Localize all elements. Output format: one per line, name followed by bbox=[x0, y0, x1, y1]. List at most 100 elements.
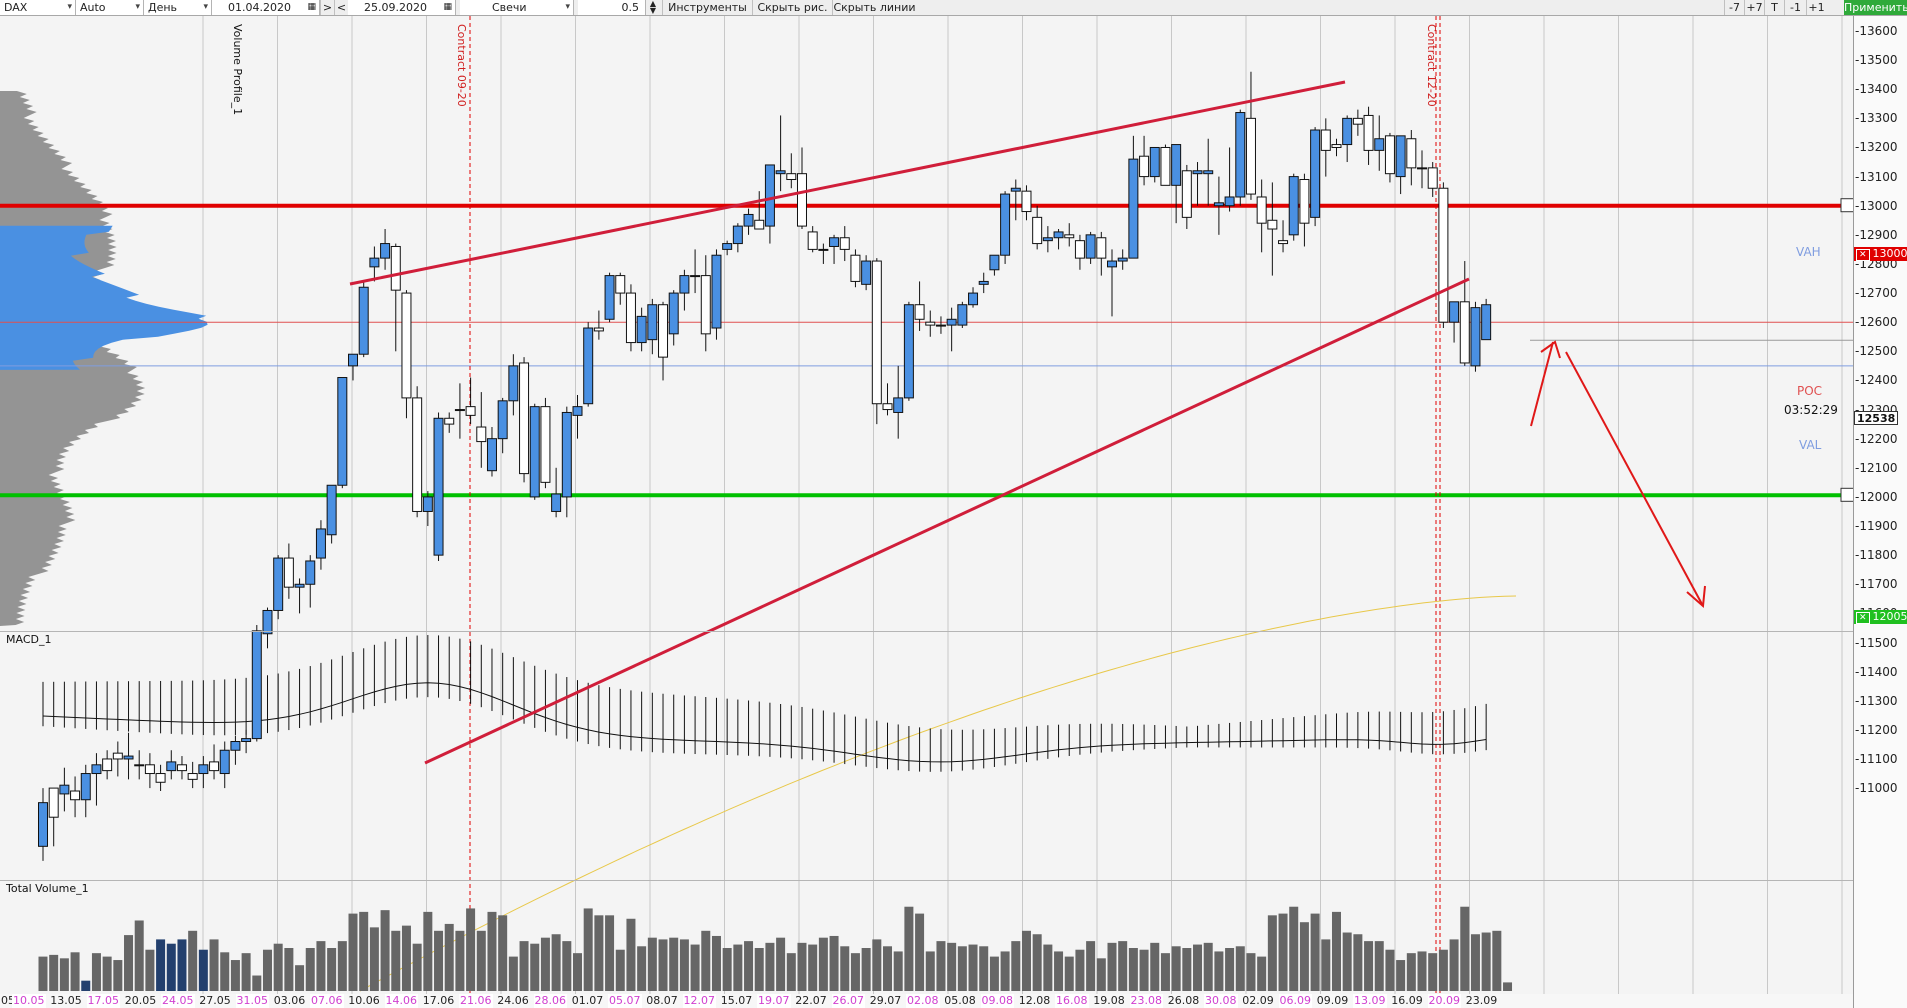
date-tick: 13.05 bbox=[50, 994, 82, 1007]
tools-button[interactable]: Инструменты bbox=[662, 0, 752, 15]
date-tick: 05 bbox=[1, 994, 15, 1007]
volume-bar bbox=[498, 915, 508, 991]
candle-bear bbox=[1064, 234, 1075, 239]
price-tick: -13500 bbox=[1855, 53, 1898, 68]
volume-bar bbox=[1331, 911, 1341, 991]
candle-bull bbox=[123, 755, 134, 760]
calendar-icon[interactable]: ▦ bbox=[307, 2, 316, 12]
candle-bull bbox=[369, 257, 380, 268]
price-tick: -11900 bbox=[1855, 519, 1898, 534]
close-line-icon[interactable]: ✕ bbox=[1856, 249, 1870, 261]
symbol-select[interactable]: DAX bbox=[0, 0, 76, 15]
volume-bar bbox=[434, 930, 444, 991]
candle-bull bbox=[1374, 138, 1385, 151]
price-tick: -12000 bbox=[1855, 489, 1898, 504]
prev-button[interactable]: < bbox=[334, 0, 348, 15]
date-axis[interactable]: 05 10.05 13.05 17.05 20.05 24.05 27.05 31.05 03.… bbox=[0, 994, 1853, 1008]
date-tick: 26.07 bbox=[831, 994, 865, 1008]
candle-bear bbox=[1160, 146, 1171, 186]
today-button[interactable]: T bbox=[1764, 0, 1784, 15]
volume-bar bbox=[337, 941, 347, 991]
candle-bull bbox=[946, 318, 957, 326]
candle-bear bbox=[1352, 117, 1363, 125]
volume-bar bbox=[1438, 949, 1448, 991]
price-tick: -13200 bbox=[1855, 140, 1898, 155]
date-to-field[interactable]: 25.09.2020 ▦ bbox=[348, 0, 456, 15]
volume-bar bbox=[1139, 949, 1149, 991]
volume-bar bbox=[925, 951, 935, 991]
macd-separator[interactable] bbox=[0, 631, 1853, 632]
candle-bull bbox=[59, 784, 70, 795]
date-tick: 20.05 bbox=[124, 994, 157, 1007]
date-tick: 28.06 bbox=[533, 994, 567, 1008]
candle-bull bbox=[647, 304, 658, 341]
drawings[interactable] bbox=[349, 80, 1706, 765]
price-axis[interactable] bbox=[1853, 16, 1907, 1008]
resistance-price-label[interactable]: ✕ 13000 bbox=[1854, 247, 1907, 261]
volume-bar bbox=[188, 930, 198, 991]
candle-bull bbox=[251, 630, 262, 740]
candle-bear bbox=[807, 231, 818, 250]
candle-bull bbox=[1010, 187, 1021, 192]
volume-bar bbox=[1342, 932, 1352, 991]
zoom-plus1-button[interactable]: +1 bbox=[1806, 0, 1826, 15]
close-line-icon[interactable]: ✕ bbox=[1856, 612, 1870, 624]
volume-bar bbox=[1310, 913, 1320, 991]
contract-1220-label: Contract 12-20 bbox=[1425, 24, 1438, 107]
candle-bull bbox=[230, 741, 241, 751]
candle-bull bbox=[348, 353, 359, 367]
next-button[interactable]: > bbox=[320, 0, 334, 15]
volume-separator[interactable] bbox=[0, 880, 1853, 881]
candle-bull bbox=[818, 248, 829, 251]
symbol-value: DAX bbox=[4, 1, 28, 14]
volume-bar bbox=[1214, 951, 1224, 991]
period-select[interactable]: День bbox=[144, 0, 212, 15]
date-tick: 30.08 bbox=[1204, 994, 1238, 1008]
date-from-field[interactable]: 01.04.2020 ▦ bbox=[212, 0, 320, 15]
hide-drawings-button[interactable]: Скрыть рис. bbox=[752, 0, 832, 15]
volume-bar bbox=[1118, 941, 1128, 991]
candle-bull bbox=[1288, 176, 1299, 236]
candle-bear bbox=[155, 773, 166, 783]
apply-button[interactable]: Применить bbox=[1844, 0, 1907, 15]
step-spinner[interactable]: ▲ ▼ bbox=[646, 0, 660, 15]
spin-up-icon[interactable]: ▲ bbox=[649, 0, 657, 8]
volume-bar bbox=[1096, 958, 1106, 991]
candle-bull bbox=[679, 275, 690, 294]
date-tick: 08.07 bbox=[646, 994, 678, 1007]
candle-bear bbox=[48, 787, 59, 818]
volume-bar bbox=[1182, 948, 1192, 991]
volume-bar bbox=[850, 953, 860, 991]
calendar-icon[interactable]: ▦ bbox=[443, 2, 452, 12]
volume-bar bbox=[380, 910, 390, 991]
support-price-label[interactable]: ✕12005.5 bbox=[1854, 610, 1907, 624]
step-input[interactable]: 0.5 bbox=[578, 0, 646, 15]
scale-select[interactable]: Auto bbox=[76, 0, 144, 15]
volume-bar bbox=[754, 948, 764, 991]
candle-bull bbox=[722, 243, 733, 250]
candle-bull bbox=[241, 738, 252, 743]
candle-bull bbox=[1192, 170, 1203, 175]
price-tick: -13600 bbox=[1855, 24, 1898, 38]
zoom-plus7-button[interactable]: +7 bbox=[1744, 0, 1764, 15]
candle-bull bbox=[743, 213, 754, 227]
zoom-minus1-button[interactable]: -1 bbox=[1784, 0, 1806, 15]
candle-bull bbox=[380, 243, 391, 259]
zoom-minus7-button[interactable]: -7 bbox=[1724, 0, 1744, 15]
volume-bar bbox=[1385, 949, 1395, 991]
volume-bar bbox=[786, 953, 796, 991]
total-volume-label: Total Volume_1 bbox=[6, 882, 89, 895]
price-chart[interactable] bbox=[0, 16, 1853, 1008]
volume-bar bbox=[722, 948, 732, 991]
date-tick: 05.07 bbox=[608, 994, 642, 1008]
price-tick: -12500 bbox=[1855, 344, 1898, 359]
candle-bear bbox=[102, 758, 113, 772]
period-value: День bbox=[148, 1, 178, 14]
hide-lines-button[interactable]: Скрыть линии bbox=[832, 0, 916, 15]
volume-bar bbox=[947, 942, 957, 991]
chart-style-select[interactable]: Свечи bbox=[460, 0, 574, 15]
support-value: 12005.5 bbox=[1872, 610, 1907, 623]
spin-down-icon[interactable]: ▼ bbox=[649, 6, 657, 15]
volume-bar bbox=[1299, 922, 1309, 991]
volume-bar bbox=[284, 948, 294, 991]
